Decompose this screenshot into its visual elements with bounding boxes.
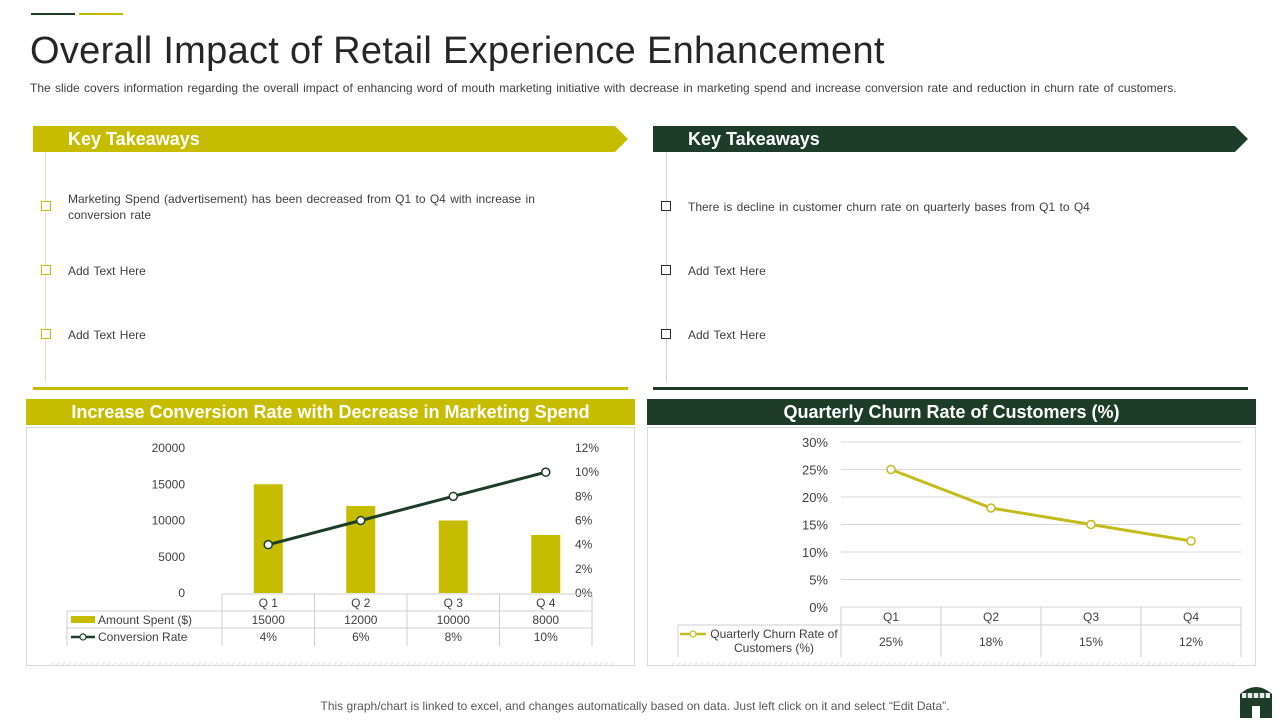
y-right-tick-label: 2% [575,562,593,576]
point-conversion-rate [356,515,366,526]
key-takeaways-left-banner: Key Takeaways [33,126,628,152]
x-category-label: Q1 [883,610,899,624]
x-category-label: Q3 [1083,610,1099,624]
table-value-conversion-rate: 10% [534,630,558,644]
legend-label-amount-spent: Amount Spent ($) [98,613,192,627]
title-accent-line-olive [79,13,123,15]
conversion-chart-title: Increase Conversion Rate with Decrease i… [26,399,635,425]
bullet-icon [41,201,51,211]
table-value-conversion-rate: 4% [260,630,278,644]
bullet-icon [41,329,51,339]
y-right-tick-label: 12% [575,441,599,455]
churn-chart-title: Quarterly Churn Rate of Customers (%) [647,399,1256,425]
table-value-conversion-rate: 8% [445,630,463,644]
takeaways-right-bottom-rule [653,387,1248,390]
point-conversion-rate [448,491,458,502]
y-tick-label: 10% [802,545,828,560]
takeaways-left-bottom-rule [33,387,628,390]
x-category-label: Q 3 [444,596,464,610]
takeaway-left-item-1: Marketing Spend (advertisement) has been… [68,192,535,222]
legend-key-conversion-rate-marker [79,633,87,641]
y-tick-label: 25% [802,463,828,478]
table-value-churn-rate: 12% [1179,635,1203,649]
table-value-churn-rate: 15% [1079,635,1103,649]
takeaway-right-item-1: There is decline in customer churn rate … [688,200,1090,214]
title-accent-line-dark [31,13,75,15]
takeaway-left-item-3: Add Text Here [68,328,146,342]
point-conversion-rate [541,467,551,477]
table-value-churn-rate: 25% [879,635,903,649]
line-churn-rate [890,468,1192,543]
legend-label-line2: Customers (%) [734,641,814,655]
x-category-label: Q 1 [259,596,279,610]
x-category-label: Q 4 [536,596,556,610]
y-left-tick-label: 10000 [152,514,186,528]
conversion-chart: 0 5000 10000 15000 20000 0% 2% 4% 6% 8% 10% 12% Q 1 Q… [49,441,614,666]
y-tick-label: 5% [809,573,828,588]
y-tick-label: 30% [802,435,828,450]
bar-amount-spent [438,520,468,593]
bullet-icon [41,265,51,275]
table-value-amount-spent: 10000 [437,613,471,627]
y-right-tick-label: 4% [575,538,593,552]
takeaway-right-item-3: Add Text Here [688,328,766,342]
legend-label-conversion-rate: Conversion Rate [98,630,188,644]
conversion-chart-panel: 0 5000 10000 15000 20000 0% 2% 4% 6% 8% 10% 12% Q 1 Q… [26,427,635,666]
point-churn-rate [1086,519,1096,530]
point-churn-rate [986,503,996,513]
takeaway-left-item-2: Add Text Here [68,264,146,278]
y-tick-label: 20% [802,490,828,505]
storefront-icon [1240,687,1272,718]
y-right-tick-label: 8% [575,489,593,503]
x-category-label: Q 2 [351,596,371,610]
footer-note: This graph/chart is linked to excel, and… [320,699,950,713]
page-subtitle: The slide covers information regarding t… [30,81,1177,95]
line-conversion-rate [267,470,547,547]
y-right-tick-label: 0% [575,586,593,600]
table-value-conversion-rate: 6% [352,630,370,644]
panel-shadow [49,662,614,666]
y-left-tick-label: 0 [178,586,185,600]
y-right-tick-label: 6% [575,514,593,528]
point-churn-rate [1186,536,1196,546]
bar-amount-spent [531,535,561,593]
legend-key-churn-rate-marker [689,630,697,638]
bullet-icon [661,329,671,339]
y-left-tick-label: 5000 [158,550,185,564]
page-title: Overall Impact of Retail Experience Enha… [30,30,885,72]
bullet-icon [661,201,671,211]
y-right-tick-label: 10% [575,465,599,479]
table-value-amount-spent: 12000 [344,613,378,627]
x-category-label: Q4 [1183,610,1199,624]
table-value-amount-spent: 15000 [252,613,286,627]
y-tick-label: 0% [809,600,828,615]
bullet-icon [661,265,671,275]
y-left-tick-label: 15000 [152,477,186,491]
takeaway-right-item-2: Add Text Here [688,264,766,278]
x-category-label: Q2 [983,610,999,624]
legend-label-line1: Quarterly Churn Rate of [710,627,838,641]
legend-key-amount-spent [71,616,95,623]
point-conversion-rate [263,539,273,550]
point-churn-rate [886,464,896,475]
y-tick-label: 15% [802,518,828,533]
key-takeaways-right-banner: Key Takeaways [653,126,1248,152]
table-value-churn-rate: 18% [979,635,1003,649]
y-left-tick-label: 20000 [152,441,186,455]
panel-shadow [670,662,1235,666]
churn-chart: 0% 5% 10% 15% 20% 25% 30% Q1 Q2 Q3 Q4 Quarterly Chu… [670,435,1242,666]
churn-chart-panel: 0% 5% 10% 15% 20% 25% 30% Q1 Q2 Q3 Q4 Quarterly Chu… [647,427,1256,666]
table-value-amount-spent: 8000 [532,613,559,627]
bar-amount-spent [253,484,283,593]
